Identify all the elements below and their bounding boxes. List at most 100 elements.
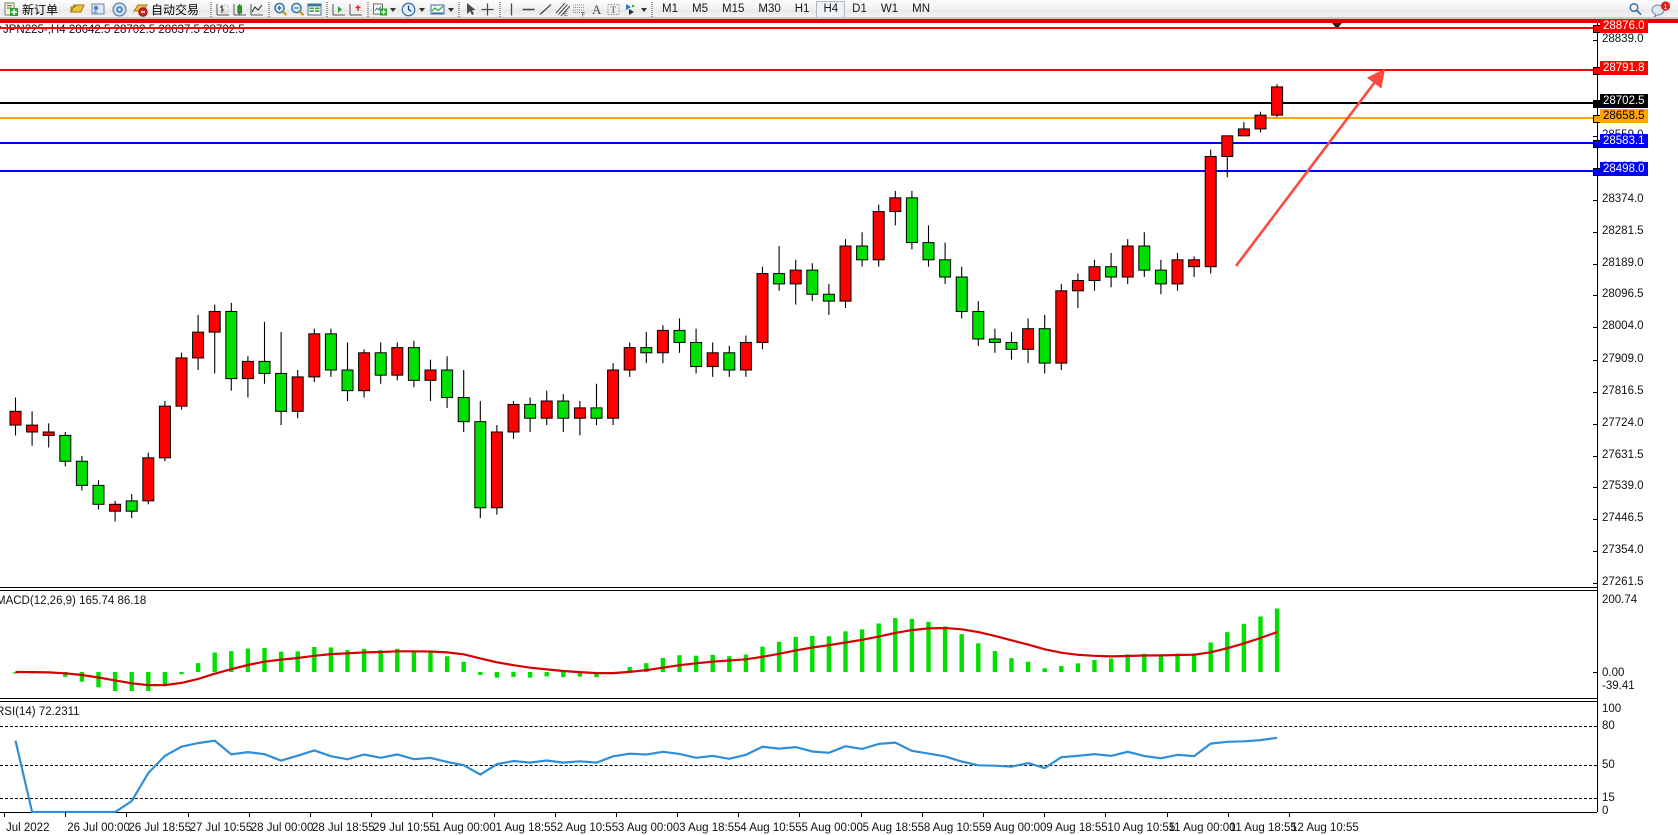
periods-dropdown-caret[interactable] bbox=[417, 1, 426, 18]
macd-axis-label-bottom: -39.41 bbox=[1602, 680, 1635, 692]
alerts-icon[interactable]: 1 bbox=[1650, 1, 1672, 18]
rsi-axis-label-0: 0 bbox=[1602, 805, 1609, 817]
horizontal-line-icon[interactable] bbox=[520, 1, 537, 18]
rsi-axis-label-50: 50 bbox=[1602, 759, 1615, 771]
timeframe-mn[interactable]: MN bbox=[912, 3, 930, 15]
time-axis-tick bbox=[65, 812, 67, 817]
toolbar-separator bbox=[496, 1, 503, 18]
indicators-dropdown-caret[interactable] bbox=[388, 1, 397, 18]
chart-area[interactable]: JPN225-,H4 28642.5 28702.5 28637.5 28702… bbox=[0, 19, 1678, 835]
timeframe-m5[interactable]: M5 bbox=[692, 3, 708, 15]
candlestick-chart-icon[interactable] bbox=[231, 1, 248, 18]
red-resistance-level[interactable] bbox=[0, 67, 1601, 75]
periods-icon[interactable] bbox=[400, 1, 417, 18]
text-icon[interactable]: A bbox=[588, 1, 605, 18]
rsi-series bbox=[14, 736, 1278, 813]
equidistant-channel-icon[interactable]: E bbox=[554, 1, 571, 18]
shapes-icon[interactable] bbox=[622, 1, 639, 18]
toolbar-bottom-shadow bbox=[0, 17, 1678, 19]
price-axis-tick-label: 28189.0 bbox=[1602, 256, 1644, 269]
time-axis-tick-label: 11 Aug 18:55 bbox=[1229, 822, 1297, 834]
bar-chart-icon[interactable] bbox=[214, 1, 231, 18]
time-axis-tick bbox=[799, 812, 801, 817]
time-axis-tick-label: 3 Aug 18:55 bbox=[679, 822, 741, 834]
time-axis-tick bbox=[1105, 812, 1107, 817]
blue-support-lower[interactable] bbox=[0, 168, 1601, 176]
timeframe-d1[interactable]: D1 bbox=[852, 3, 867, 15]
zoom-in-icon[interactable] bbox=[272, 1, 289, 18]
rsi-level-15 bbox=[0, 798, 1597, 799]
macd-pane-divider-top bbox=[0, 587, 1597, 588]
time-axis-tick bbox=[738, 812, 740, 817]
blue-support-upper-tag[interactable]: 28583.1 bbox=[1600, 134, 1648, 148]
vertical-line-icon[interactable] bbox=[503, 1, 520, 18]
red-resistance-level-tag[interactable]: 28791.8 bbox=[1600, 61, 1648, 75]
search-icon[interactable] bbox=[1627, 1, 1644, 18]
cursor-icon[interactable] bbox=[462, 1, 479, 18]
text-label-icon[interactable]: T bbox=[605, 1, 622, 18]
chart-dropdown-caret[interactable] bbox=[1332, 23, 1342, 29]
trend-arrow-annotation[interactable] bbox=[0, 23, 1597, 588]
market-watch-icon[interactable] bbox=[111, 1, 128, 18]
price-axis-tick bbox=[1593, 391, 1597, 393]
macd-label: MACD(12,26,9) 165.74 86.18 bbox=[0, 595, 147, 607]
price-axis-tick-label: 27354.0 bbox=[1602, 544, 1644, 557]
line-chart-icon[interactable] bbox=[248, 1, 265, 18]
new-order-button[interactable]: 新订单 bbox=[0, 0, 61, 19]
price-axis-tick-label: 27816.5 bbox=[1602, 384, 1644, 397]
fibonacci-icon[interactable]: F bbox=[571, 1, 588, 19]
folder-icon[interactable] bbox=[69, 1, 86, 18]
price-axis-tick-label: 28004.0 bbox=[1602, 320, 1644, 333]
toolbar-separator bbox=[207, 1, 214, 18]
time-axis-tick bbox=[677, 812, 679, 817]
upper-red-level-tag[interactable]: 28876.0 bbox=[1600, 19, 1648, 33]
templates-icon[interactable] bbox=[429, 1, 446, 18]
indicators-icon[interactable] bbox=[371, 1, 388, 18]
timeframe-m1[interactable]: M1 bbox=[662, 3, 679, 15]
time-axis-tick-label: 28 Jul 18:55 bbox=[311, 822, 375, 834]
new-order-label: 新订单 bbox=[22, 3, 59, 17]
time-axis-tick-label: 9 Aug 00:00 bbox=[985, 822, 1047, 834]
rsi-axis-label-15: 15 bbox=[1602, 792, 1615, 804]
toolbar-separator bbox=[455, 1, 462, 18]
rsi-label: RSI(14) 72.2311 bbox=[0, 706, 80, 718]
toolbar-separator bbox=[364, 1, 371, 18]
blue-support-lower-tag[interactable]: 28498.0 bbox=[1600, 162, 1648, 176]
price-axis[interactable] bbox=[1597, 23, 1598, 812]
templates-dropdown-caret[interactable] bbox=[446, 1, 455, 18]
chart-shift-icon[interactable] bbox=[330, 1, 347, 18]
zoom-out-icon[interactable] bbox=[289, 1, 306, 18]
time-axis-tick bbox=[126, 812, 128, 817]
time-axis-tick bbox=[615, 812, 617, 817]
timeframe-h4[interactable]: H4 bbox=[816, 1, 846, 18]
data-window-icon[interactable] bbox=[306, 1, 323, 18]
time-axis-tick bbox=[493, 812, 495, 817]
time-axis-tick-label: 27 Jul 10:55 bbox=[189, 822, 253, 834]
time-axis-tick-label: 29 Jul 10:55 bbox=[373, 822, 436, 834]
timeframe-m15[interactable]: M15 bbox=[722, 3, 745, 15]
timeframe-m30[interactable]: M30 bbox=[758, 3, 781, 15]
current-price-level[interactable] bbox=[0, 100, 1601, 108]
upper-red-level[interactable] bbox=[0, 25, 1601, 33]
current-price-level-tag[interactable]: 28702.5 bbox=[1600, 94, 1648, 108]
toolbar-separator bbox=[648, 1, 655, 18]
crosshair-icon[interactable] bbox=[479, 1, 496, 18]
time-axis-tick-label: 9 Aug 18:55 bbox=[1046, 822, 1108, 834]
profiles-icon[interactable] bbox=[90, 1, 107, 18]
price-axis-tick-label: 27909.0 bbox=[1602, 353, 1644, 365]
auto-scroll-icon[interactable] bbox=[347, 1, 364, 18]
red-separator-bar bbox=[0, 19, 1678, 23]
orange-level[interactable] bbox=[0, 115, 1601, 123]
shapes-dropdown-caret[interactable] bbox=[639, 1, 648, 18]
timeframe-h1[interactable]: H1 bbox=[794, 3, 810, 15]
trendline-icon[interactable] bbox=[537, 1, 554, 18]
blue-support-upper[interactable] bbox=[0, 140, 1601, 148]
orange-level-tag[interactable]: 28658.5 bbox=[1600, 109, 1648, 123]
symbol-ohlc-label: JPN225-,H4 28642.5 28702.5 28637.5 28702… bbox=[3, 24, 245, 36]
timeframe-w1[interactable]: W1 bbox=[880, 3, 899, 15]
time-axis-tick bbox=[1289, 812, 1290, 817]
price-axis-tick-label: 28839.0 bbox=[1602, 32, 1644, 45]
price-axis-tick bbox=[1593, 583, 1597, 584]
auto-trading-icon[interactable] bbox=[132, 1, 149, 18]
price-axis-tick-label: 28281.5 bbox=[1602, 224, 1644, 237]
